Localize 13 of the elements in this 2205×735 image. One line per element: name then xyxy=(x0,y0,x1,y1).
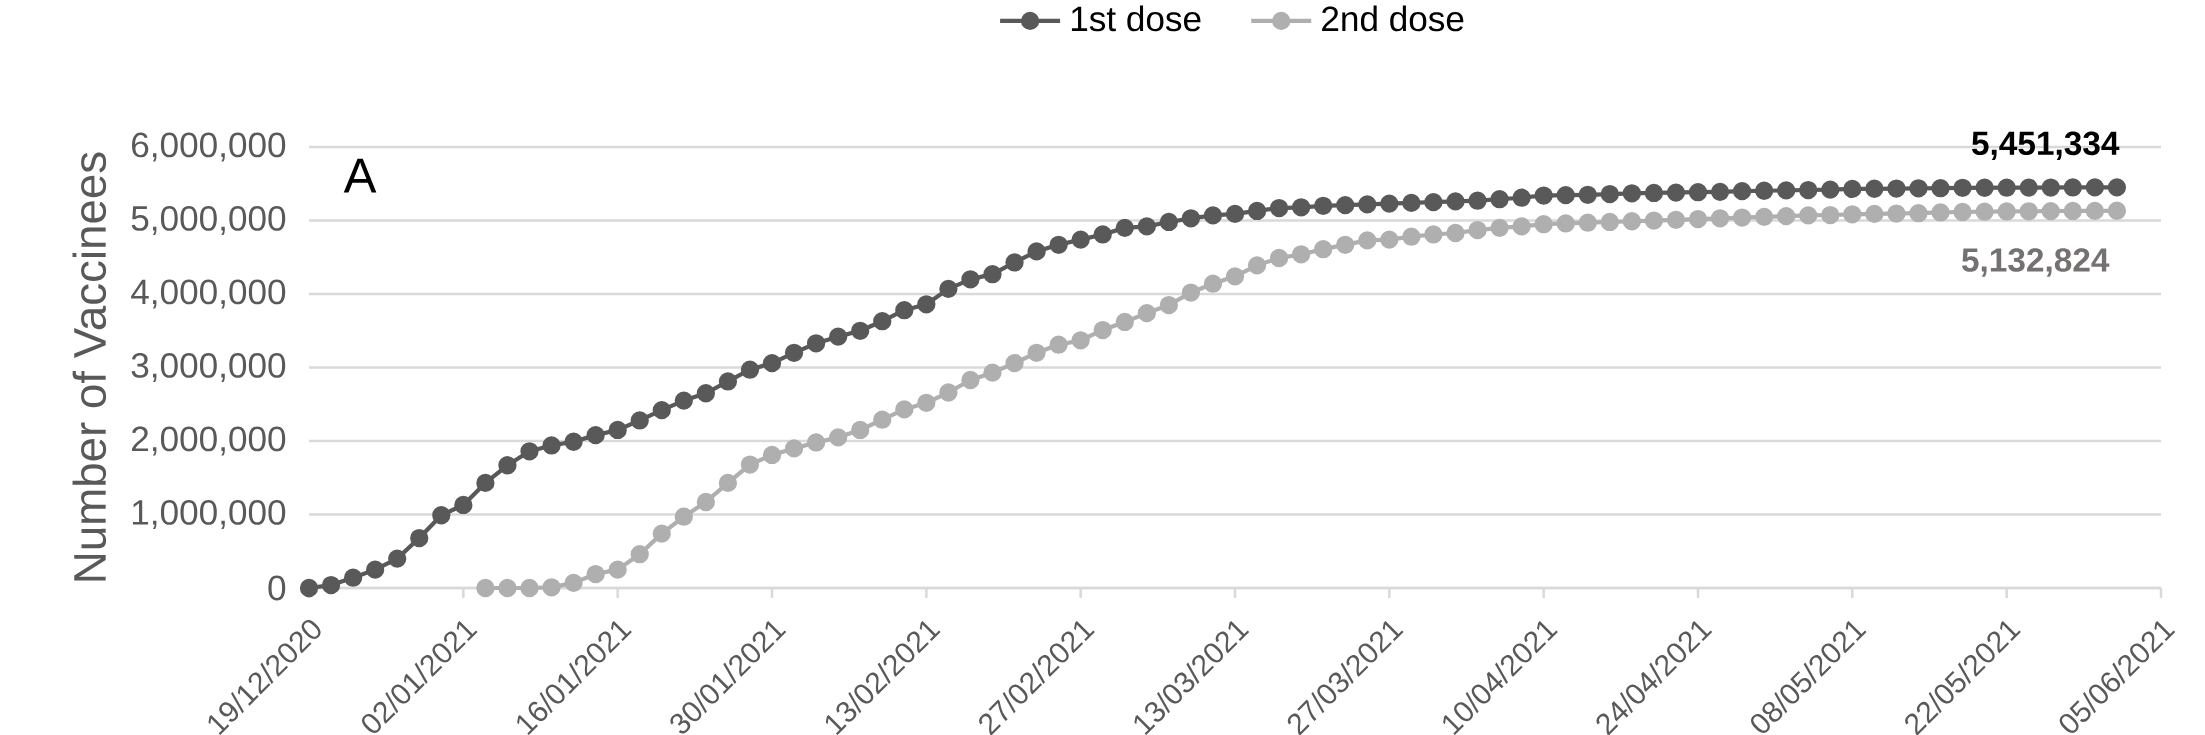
y-tick-label: 5,000,000 xyxy=(131,206,286,236)
y-tick-label: 0 xyxy=(268,575,286,601)
y-tick-label: 4,000,000 xyxy=(131,279,286,309)
y-tick-label: 2,000,000 xyxy=(132,426,286,456)
annotation: 5,132,824 xyxy=(1962,248,2110,277)
y-tick-label: 1,000,000 xyxy=(132,500,286,530)
y-tick-label: 3,000,000 xyxy=(131,353,286,383)
annotation: A xyxy=(343,158,377,193)
y-tick-label: 6,000,000 xyxy=(132,132,286,162)
y-axis-title: Number of Vaccinees xyxy=(72,152,107,581)
annotation: 5,451,334 xyxy=(1972,131,2120,160)
legend-label: 2nd dose xyxy=(1322,5,1464,32)
legend-label: 1st dose xyxy=(1071,5,1201,32)
